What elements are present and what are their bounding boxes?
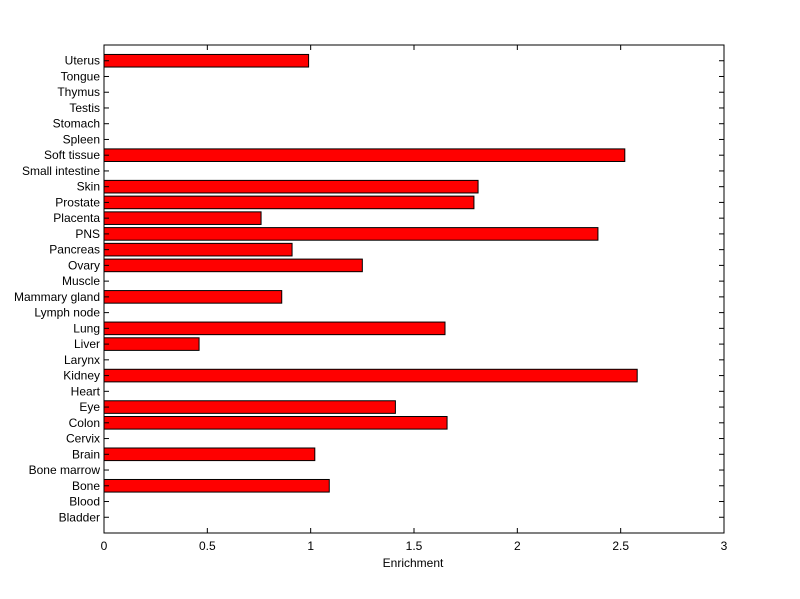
y-tick-label: Colon: [69, 416, 100, 430]
y-tick-label: Spleen: [63, 132, 100, 146]
bar-eye: [103, 400, 396, 414]
y-tick-label: Lymph node: [34, 306, 100, 320]
y-tick-label: Cervix: [66, 432, 100, 446]
y-tick-label: Uterus: [65, 54, 100, 68]
x-tick-label: 0.5: [199, 539, 216, 553]
y-tick-label: Bone marrow: [29, 463, 101, 477]
bar-colon: [103, 416, 448, 430]
x-ticks-group: 0 0.5 1 1.5 2 2.5 3: [101, 45, 728, 553]
bar-soft-tissue: [103, 148, 626, 162]
y-tick-label: Kidney: [63, 369, 100, 383]
x-tick-label: 3: [721, 539, 728, 553]
x-tick-label: 2.5: [612, 539, 629, 553]
bar-liver: [103, 337, 200, 351]
bar-pns: [103, 227, 599, 241]
y-tick-label: Larynx: [64, 353, 100, 367]
y-tick-label: Brain: [72, 447, 100, 461]
x-tick-label: 1.5: [406, 539, 423, 553]
y-tick-label: Skin: [77, 180, 100, 194]
bar-lung: [103, 321, 446, 336]
y-tick-label: Thymus: [57, 85, 100, 99]
y-tick-label: Soft tissue: [44, 148, 100, 162]
bar-brain: [103, 447, 316, 462]
bar-mammary-gland: [103, 290, 283, 304]
y-tick-label: PNS: [75, 227, 100, 241]
y-tick-label: Heart: [71, 384, 101, 398]
y-tick-label: Lung: [73, 321, 100, 335]
bar-uterus: [103, 53, 310, 68]
x-tick-label: 2: [514, 539, 521, 553]
bar-prostate: [103, 195, 475, 210]
x-tick-label: 0: [101, 539, 108, 553]
plot-frame: [103, 44, 725, 534]
y-tick-label: Liver: [74, 337, 100, 351]
bar-ovary: [103, 258, 363, 273]
bar-skin: [103, 179, 479, 194]
bar-bone: [103, 478, 330, 493]
y-tick-label: Small intestine: [22, 164, 100, 178]
y-tick-label: Mammary gland: [14, 290, 100, 304]
y-tick-label: Bone: [72, 479, 100, 493]
y-tick-label: Bladder: [59, 510, 100, 524]
y-tick-label: Muscle: [62, 274, 100, 288]
bar-placenta: [103, 211, 262, 225]
y-tick-label: Blood: [69, 495, 100, 509]
bar-kidney: [103, 368, 638, 383]
y-tick-label: Stomach: [53, 117, 100, 131]
y-tick-label: Eye: [79, 400, 100, 414]
y-tick-label: Testis: [69, 101, 100, 115]
y-tick-label: Ovary: [68, 258, 100, 272]
y-tick-label: Placenta: [53, 211, 100, 225]
x-axis-label: Enrichment: [383, 556, 444, 570]
x-tick-label: 1: [307, 539, 314, 553]
y-tick-label: Tongue: [61, 69, 101, 83]
y-tick-label: Prostate: [55, 195, 100, 209]
bar-pancreas: [103, 242, 293, 257]
y-tick-label: Pancreas: [49, 243, 100, 257]
